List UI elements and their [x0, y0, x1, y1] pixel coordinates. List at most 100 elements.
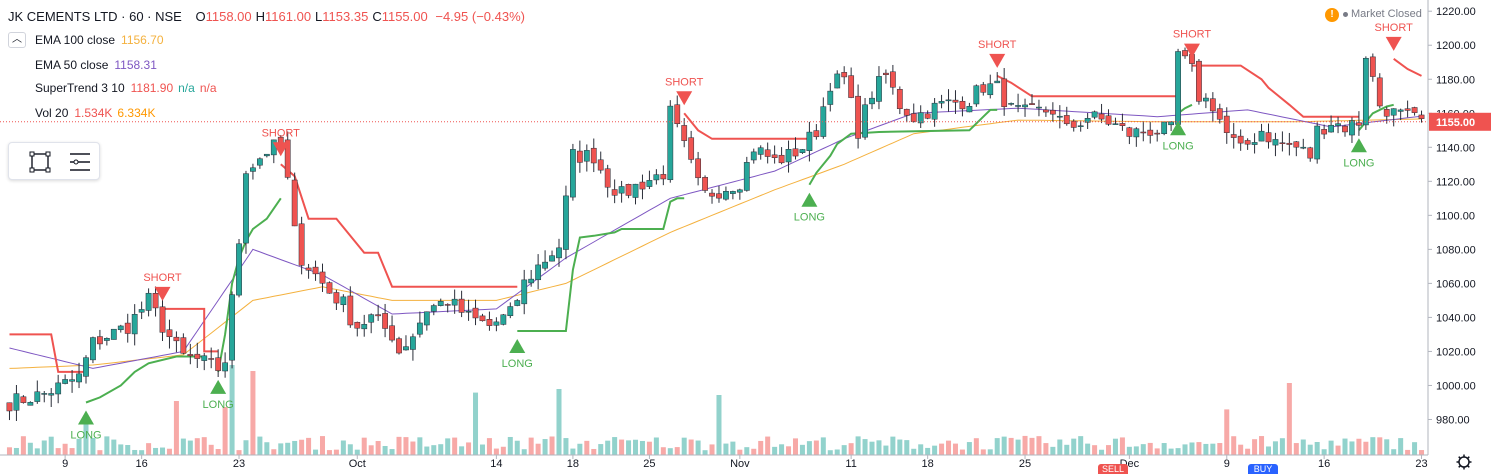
candle [298, 216, 305, 275]
candle-body [1307, 147, 1314, 159]
volume-bar [1119, 437, 1125, 455]
symbol-header: JK CEMENTS LTD · 60 · NSE O1158.00 H1161.… [8, 8, 525, 26]
candle-body [159, 306, 166, 333]
candle-body [570, 149, 576, 198]
candle-body [945, 99, 952, 102]
price-tick-label: 1040.00 [1436, 312, 1476, 324]
candle [528, 269, 535, 287]
volume-bar [1092, 445, 1098, 455]
candle-body [187, 354, 194, 357]
volume-bar [194, 438, 200, 455]
volume-bar [1349, 441, 1355, 455]
candle [820, 97, 827, 139]
candle [326, 281, 333, 294]
candle-body [507, 306, 514, 317]
candle-body [583, 150, 590, 162]
volume-bar [1342, 438, 1348, 455]
supertrend-down-segment [683, 112, 810, 140]
indicator-legend-row[interactable]: Vol 20 1.534K 6.334K [35, 104, 160, 122]
candle-body [750, 151, 757, 161]
candle-body [1362, 57, 1369, 126]
buy-tab[interactable]: BUY [1248, 464, 1278, 474]
candle-body [896, 89, 903, 109]
candle [1342, 124, 1348, 137]
candle [841, 66, 848, 85]
candle-body [646, 180, 653, 187]
select-rect-icon[interactable] [27, 149, 53, 175]
candle [124, 313, 131, 343]
list-lines-icon[interactable] [67, 149, 93, 175]
candle-body [403, 346, 409, 351]
candle [1084, 112, 1091, 129]
volume-bar [744, 447, 750, 455]
candle [1418, 110, 1425, 123]
volume-bar [890, 436, 896, 455]
gear-icon[interactable] [1456, 454, 1472, 470]
candle [1029, 94, 1035, 105]
volume-bar [201, 437, 207, 455]
candle [896, 86, 903, 115]
volume-bar [306, 437, 312, 455]
candle [1063, 106, 1070, 126]
candle-body [709, 192, 715, 197]
volume-bar [62, 443, 68, 455]
gear-icon-ring [1458, 456, 1470, 468]
volume-bar [250, 371, 256, 455]
candle-body [980, 84, 987, 93]
supertrend-up-segment [217, 197, 282, 373]
candle [229, 291, 235, 369]
candle [1404, 100, 1411, 118]
volume-bar [723, 443, 729, 455]
candle-body [500, 314, 507, 325]
volume-bar [772, 446, 778, 455]
candle [1140, 121, 1147, 142]
candle-body [389, 325, 395, 341]
candle-body [688, 137, 695, 160]
candle-body [458, 298, 465, 313]
candle [375, 304, 382, 321]
candle [291, 172, 298, 227]
short-signal: SHORT [978, 39, 1017, 68]
price-tick-label: 1080.00 [1436, 244, 1476, 256]
indicator-legend-row[interactable]: SuperTrend 3 10 1181.90 n/a n/a [35, 79, 222, 97]
volume-bar [751, 448, 757, 455]
candle [625, 183, 632, 199]
candle [76, 362, 82, 389]
market-status-label: Market Closed [1351, 8, 1422, 20]
candle-body [674, 104, 681, 124]
candle-body [910, 113, 917, 122]
candle [1307, 146, 1314, 162]
candle-body [855, 95, 861, 139]
volume-bar [104, 436, 110, 455]
sell-tab[interactable]: SELL [1098, 464, 1128, 474]
candle [660, 165, 667, 186]
candle [83, 355, 89, 384]
candle [1265, 123, 1272, 149]
market-status[interactable]: ! Market Closed [1325, 8, 1422, 22]
short-signal: SHORT [262, 127, 300, 157]
candle-body [778, 154, 785, 164]
volume-bar [1085, 443, 1091, 455]
indicator-name: Vol 20 [35, 106, 69, 120]
candle [1056, 105, 1063, 129]
volume-bar [1405, 449, 1411, 455]
indicator-legend-row[interactable]: EMA 50 close 1158.31 [35, 56, 162, 74]
candle [792, 137, 799, 160]
time-axis[interactable]: 9 16 23 Oct 14 18 25 Nov 11 18 25 Dec 9 16 23 [0, 454, 1472, 471]
volume-bar [1300, 439, 1306, 455]
candle [256, 157, 263, 169]
candle-body [229, 294, 235, 361]
indicator-legend-row[interactable]: EMA 100 close 1156.70 [35, 31, 169, 49]
candle [305, 263, 312, 279]
price-axis[interactable]: 980.00 1000.00 1020.00 1040.00 1060.00 1080.0… [1427, 0, 1494, 455]
candle-body [173, 336, 180, 342]
volume-bar [1189, 442, 1195, 455]
gear-icon-tooth [1467, 456, 1470, 459]
candle [1321, 124, 1328, 140]
triangle-up-icon [1350, 138, 1367, 153]
candle [90, 336, 96, 364]
collapse-legend-button[interactable]: ︿ [8, 32, 26, 48]
candle [347, 286, 354, 328]
volume-bar [939, 443, 945, 455]
